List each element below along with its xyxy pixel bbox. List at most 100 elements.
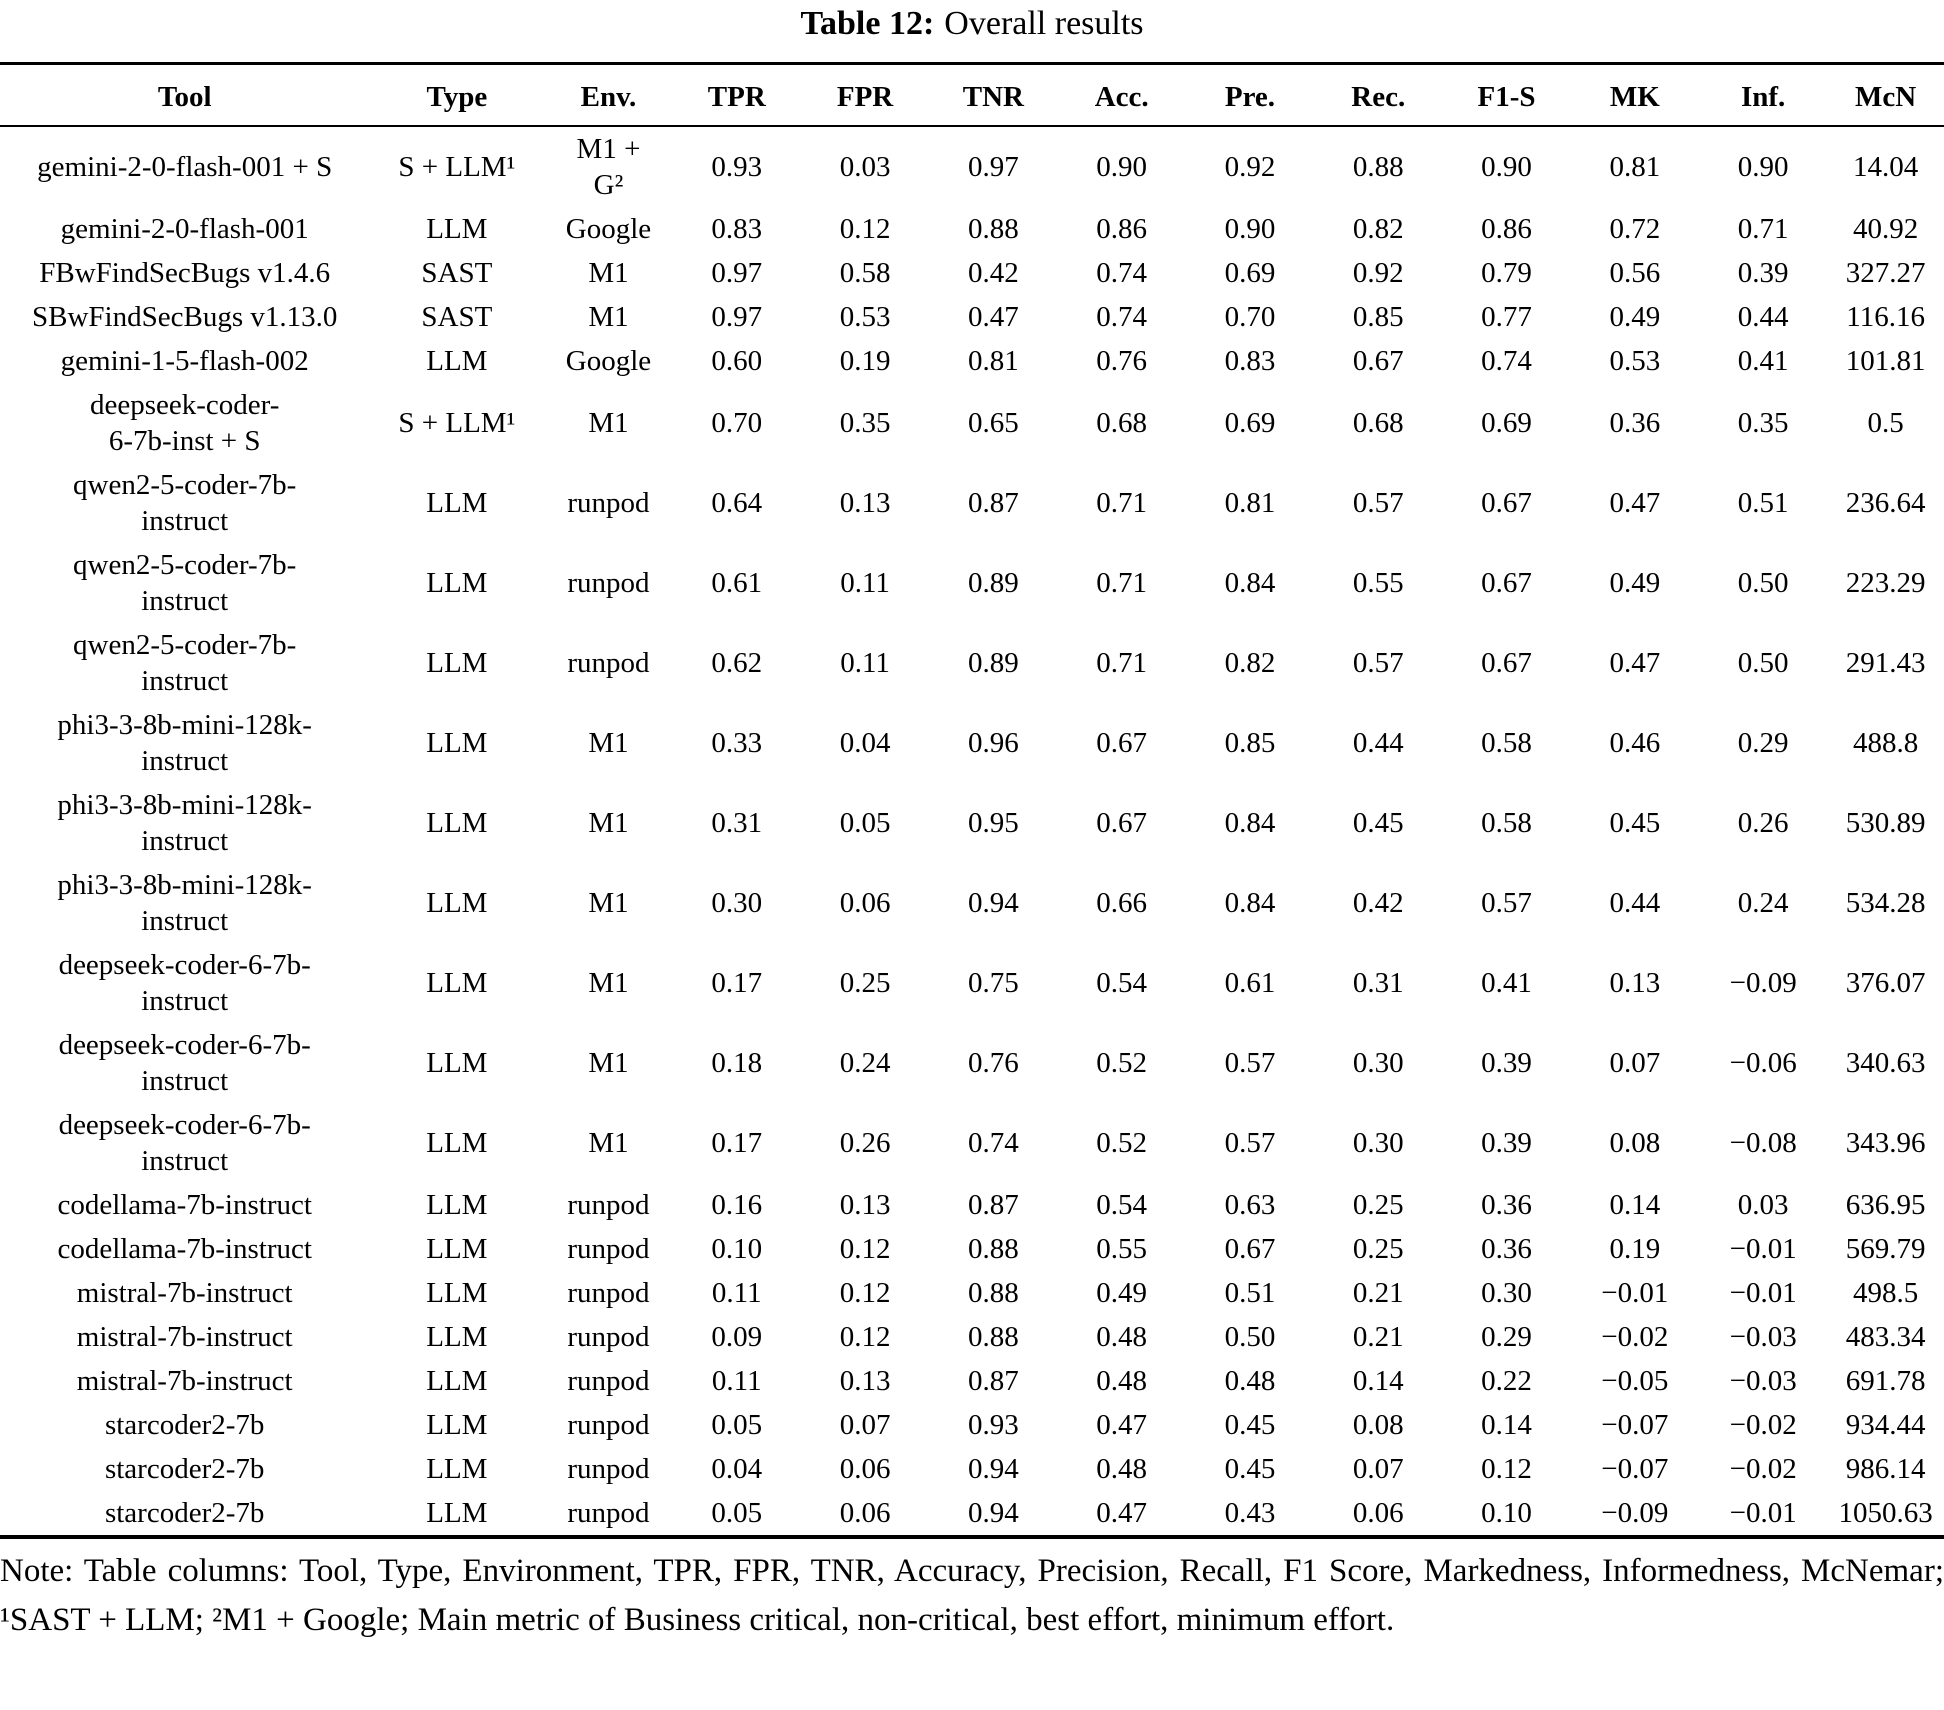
table-cell: 0.84 <box>1224 807 1276 839</box>
table-cell: 0.88 <box>967 1233 1019 1265</box>
table-cell: 0.14 <box>1352 1365 1404 1397</box>
table-cell: 0.19 <box>839 345 891 377</box>
table-cell: 0.14 <box>1609 1189 1661 1221</box>
table-cell: 0.63 <box>1224 1189 1276 1221</box>
table-cell: 0.76 <box>1096 345 1148 377</box>
table-cell: 0.67 <box>1352 345 1404 377</box>
tool-cell: gemini-1-5-flash-002 <box>60 345 309 377</box>
table-cell: LLM <box>426 1127 488 1159</box>
table-cell: −0.02 <box>1729 1453 1797 1485</box>
table-cell: 0.94 <box>967 1453 1019 1485</box>
tool-cell: qwen2-5-coder-7b- instruct <box>73 549 297 617</box>
table-cell: 0.58 <box>1481 727 1532 759</box>
tool-cell: deepseek-coder-6-7b- instruct <box>58 1029 311 1097</box>
column-header: Type <box>369 63 545 127</box>
table-cell: runpod <box>567 1321 650 1353</box>
table-cell: 0.74 <box>1096 257 1148 289</box>
table-cell: 0.55 <box>1352 567 1404 599</box>
tool-cell: phi3-3-8b-mini-128k- instruct <box>57 869 312 937</box>
table-cell: 0.35 <box>839 407 891 439</box>
table-cell: 0.03 <box>839 151 891 183</box>
table-cell: 0.12 <box>1481 1453 1532 1485</box>
table-cell: 934.44 <box>1845 1409 1926 1441</box>
tool-cell: mistral-7b-instruct <box>76 1277 293 1309</box>
table-cell: 0.12 <box>839 1277 891 1309</box>
table-cell: −0.08 <box>1729 1127 1797 1159</box>
table-cell: LLM <box>426 1321 488 1353</box>
table-cell: 0.39 <box>1737 257 1789 289</box>
tool-cell: starcoder2-7b <box>104 1409 265 1441</box>
table-cell: 0.42 <box>1352 887 1404 919</box>
table-cell: Google <box>565 345 652 377</box>
table-cell: 0.67 <box>1481 487 1532 519</box>
table-cell: 0.61 <box>711 567 763 599</box>
table-cell: 0.68 <box>1096 407 1148 439</box>
table-cell: 0.90 <box>1224 213 1276 245</box>
table-cell: 0.44 <box>1352 727 1404 759</box>
table-cell: −0.03 <box>1729 1365 1797 1397</box>
table-cell: 0.12 <box>839 1321 891 1353</box>
table-body: gemini-2-0-flash-001 + S S + LLM¹ M1 + G² 0… <box>0 126 1944 1537</box>
table-cell: 0.43 <box>1224 1497 1276 1529</box>
table-cell: 0.58 <box>1481 807 1532 839</box>
table-cell: runpod <box>567 1277 650 1309</box>
tool-cell: deepseek-coder-6-7b- instruct <box>58 949 311 1017</box>
table-row: mistral-7b-instruct LLM runpod 0.09 0.12 0.88… <box>0 1315 1944 1359</box>
table-cell: 0.52 <box>1096 1047 1148 1079</box>
table-cell: 0.88 <box>967 1277 1019 1309</box>
table-cell: 483.34 <box>1845 1321 1926 1353</box>
tool-cell: SBwFindSecBugs v1.13.0 <box>32 301 338 333</box>
table-cell: 0.64 <box>711 487 763 519</box>
tool-cell: starcoder2-7b <box>104 1453 265 1485</box>
table-cell: 498.5 <box>1853 1277 1919 1309</box>
table-cell: 0.49 <box>1609 301 1661 333</box>
tool-cell: phi3-3-8b-mini-128k- instruct <box>57 789 312 857</box>
table-cell: 0.36 <box>1481 1189 1532 1221</box>
table-row: FBwFindSecBugs v1.4.6 SAST M1 0.97 0.58 0.42 0… <box>0 251 1944 295</box>
table-cell: runpod <box>567 647 650 679</box>
table-cell: M1 <box>588 407 629 439</box>
table-cell: 0.67 <box>1096 727 1148 759</box>
table-cell: 0.71 <box>1096 647 1148 679</box>
table-row: gemini-2-0-flash-001 + S S + LLM¹ M1 + G² 0… <box>0 126 1944 207</box>
table-cell: 0.50 <box>1737 567 1789 599</box>
table-cell: 0.87 <box>967 1365 1019 1397</box>
table-cell: 0.05 <box>839 807 891 839</box>
table-cell: 327.27 <box>1845 257 1926 289</box>
table-cell: LLM <box>426 1497 488 1529</box>
column-header: MK <box>1570 63 1699 127</box>
table-cell: LLM <box>426 967 488 999</box>
table-cell: 0.14 <box>1481 1409 1532 1441</box>
table-cell: 0.47 <box>1609 647 1661 679</box>
table-row: mistral-7b-instruct LLM runpod 0.11 0.12 0.88… <box>0 1271 1944 1315</box>
table-cell: 0.76 <box>967 1047 1019 1079</box>
table-cell: 0.69 <box>1224 407 1276 439</box>
table-cell: −0.02 <box>1601 1321 1669 1353</box>
table-cell: 0.95 <box>967 807 1019 839</box>
table-cell: runpod <box>567 1233 650 1265</box>
table-cell: LLM <box>426 1365 488 1397</box>
table-cell: 0.57 <box>1352 647 1404 679</box>
table-cell: 0.04 <box>839 727 891 759</box>
table-cell: 0.57 <box>1481 887 1532 919</box>
table-cell: 0.74 <box>1481 345 1532 377</box>
table-row: deepseek-coder-6-7b- instruct LLM M1 0.17 0.… <box>0 943 1944 1023</box>
table-cell: 0.41 <box>1481 967 1532 999</box>
table-cell: −0.06 <box>1729 1047 1797 1079</box>
table-cell: LLM <box>426 647 488 679</box>
table-cell: −0.01 <box>1729 1233 1797 1265</box>
table-cell: 0.67 <box>1224 1233 1276 1265</box>
table-cell: 488.8 <box>1853 727 1919 759</box>
table-cell: 0.07 <box>1609 1047 1661 1079</box>
table-cell: 0.30 <box>1352 1127 1404 1159</box>
table-cell: 0.61 <box>1224 967 1276 999</box>
table-cell: runpod <box>567 567 650 599</box>
table-cell: LLM <box>426 1277 488 1309</box>
table-cell: 0.08 <box>1352 1409 1404 1441</box>
table-cell: 0.11 <box>711 1277 762 1309</box>
tool-cell: qwen2-5-coder-7b- instruct <box>73 469 297 537</box>
table-cell: 0.68 <box>1352 407 1404 439</box>
column-header: Pre. <box>1185 63 1315 127</box>
header-row: Tool Type Env. TPR FPR TNR Acc. Pre. Rec. F1-S MK I… <box>0 63 1944 127</box>
table-cell: 0.21 <box>1352 1321 1404 1353</box>
